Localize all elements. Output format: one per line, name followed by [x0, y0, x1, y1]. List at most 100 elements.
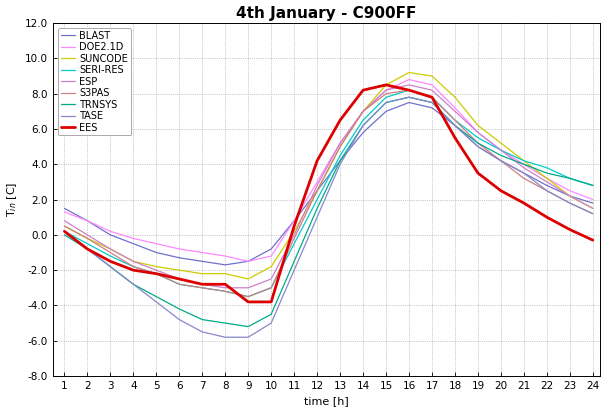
EES — [245, 300, 252, 304]
S3PAS — [451, 118, 459, 123]
BLAST — [521, 171, 528, 176]
SUNCODE — [84, 236, 91, 241]
ESP — [498, 147, 505, 152]
EES — [521, 201, 528, 206]
SERI-RES — [153, 271, 160, 276]
TRNSYS — [359, 123, 367, 128]
ESP — [451, 109, 459, 114]
ESP — [84, 232, 91, 237]
EES — [359, 88, 367, 93]
TRNSYS — [498, 153, 505, 158]
ESP — [176, 276, 183, 281]
DOE2.1D — [589, 197, 596, 202]
S3PAS — [107, 250, 114, 255]
S3PAS — [474, 140, 482, 145]
ESP — [336, 140, 344, 145]
SERI-RES — [245, 294, 252, 299]
SUNCODE — [176, 268, 183, 273]
TRNSYS — [589, 183, 596, 188]
SERI-RES — [176, 282, 183, 287]
ESP — [359, 109, 367, 114]
SUNCODE — [566, 194, 573, 199]
SERI-RES — [474, 135, 482, 140]
DOE2.1D — [222, 253, 229, 258]
ESP — [290, 232, 298, 237]
TRNSYS — [245, 324, 252, 329]
SUNCODE — [428, 74, 436, 79]
SERI-RES — [405, 88, 413, 93]
EES — [428, 95, 436, 100]
EES — [498, 188, 505, 193]
TRNSYS — [176, 307, 183, 311]
S3PAS — [153, 271, 160, 276]
BLAST — [566, 194, 573, 199]
S3PAS — [589, 211, 596, 216]
BLAST — [84, 218, 91, 223]
SUNCODE — [153, 264, 160, 269]
TASE — [130, 282, 137, 287]
TASE — [336, 162, 344, 167]
BLAST — [130, 241, 137, 246]
BLAST — [451, 123, 459, 128]
EES — [451, 135, 459, 140]
ESP — [543, 180, 550, 185]
TRNSYS — [451, 123, 459, 128]
EES — [474, 171, 482, 176]
TASE — [61, 229, 68, 234]
Legend: BLAST, DOE2.1D, SUNCODE, SERI-RES, ESP, S3PAS, TRNSYS, TASE, EES: BLAST, DOE2.1D, SUNCODE, SERI-RES, ESP, … — [58, 28, 131, 136]
TASE — [199, 330, 206, 335]
TRNSYS — [153, 294, 160, 299]
DOE2.1D — [405, 77, 413, 82]
SUNCODE — [245, 276, 252, 281]
SUNCODE — [498, 140, 505, 145]
SUNCODE — [382, 82, 390, 87]
ESP — [107, 246, 114, 251]
SERI-RES — [543, 165, 550, 170]
TRNSYS — [61, 232, 68, 237]
SUNCODE — [336, 144, 344, 149]
DOE2.1D — [382, 88, 390, 93]
TASE — [474, 144, 482, 149]
S3PAS — [222, 289, 229, 294]
ESP — [153, 268, 160, 273]
TASE — [107, 264, 114, 269]
BLAST — [428, 105, 436, 110]
BLAST — [199, 259, 206, 264]
S3PAS — [245, 294, 252, 299]
S3PAS — [61, 224, 68, 229]
BLAST — [336, 158, 344, 163]
TASE — [245, 335, 252, 339]
ESP — [313, 183, 321, 188]
SERI-RES — [336, 153, 344, 158]
DOE2.1D — [130, 236, 137, 241]
DOE2.1D — [199, 250, 206, 255]
SUNCODE — [451, 95, 459, 100]
BLAST — [382, 109, 390, 114]
TRNSYS — [382, 100, 390, 105]
DOE2.1D — [498, 147, 505, 152]
TASE — [543, 188, 550, 193]
BLAST — [245, 259, 252, 264]
X-axis label: time [h]: time [h] — [304, 396, 348, 407]
SUNCODE — [107, 246, 114, 251]
Line: BLAST: BLAST — [64, 103, 593, 265]
S3PAS — [498, 158, 505, 163]
SUNCODE — [222, 271, 229, 276]
TASE — [521, 171, 528, 176]
ESP — [199, 282, 206, 287]
TASE — [589, 211, 596, 216]
BLAST — [153, 250, 160, 255]
EES — [84, 246, 91, 251]
Title: 4th January - C900FF: 4th January - C900FF — [236, 5, 416, 21]
SUNCODE — [474, 123, 482, 128]
DOE2.1D — [313, 180, 321, 185]
TRNSYS — [130, 282, 137, 287]
BLAST — [498, 158, 505, 163]
SUNCODE — [130, 259, 137, 264]
ESP — [405, 82, 413, 87]
DOE2.1D — [336, 140, 344, 145]
SUNCODE — [199, 271, 206, 276]
BLAST — [405, 100, 413, 105]
S3PAS — [359, 109, 367, 114]
TASE — [267, 321, 275, 325]
